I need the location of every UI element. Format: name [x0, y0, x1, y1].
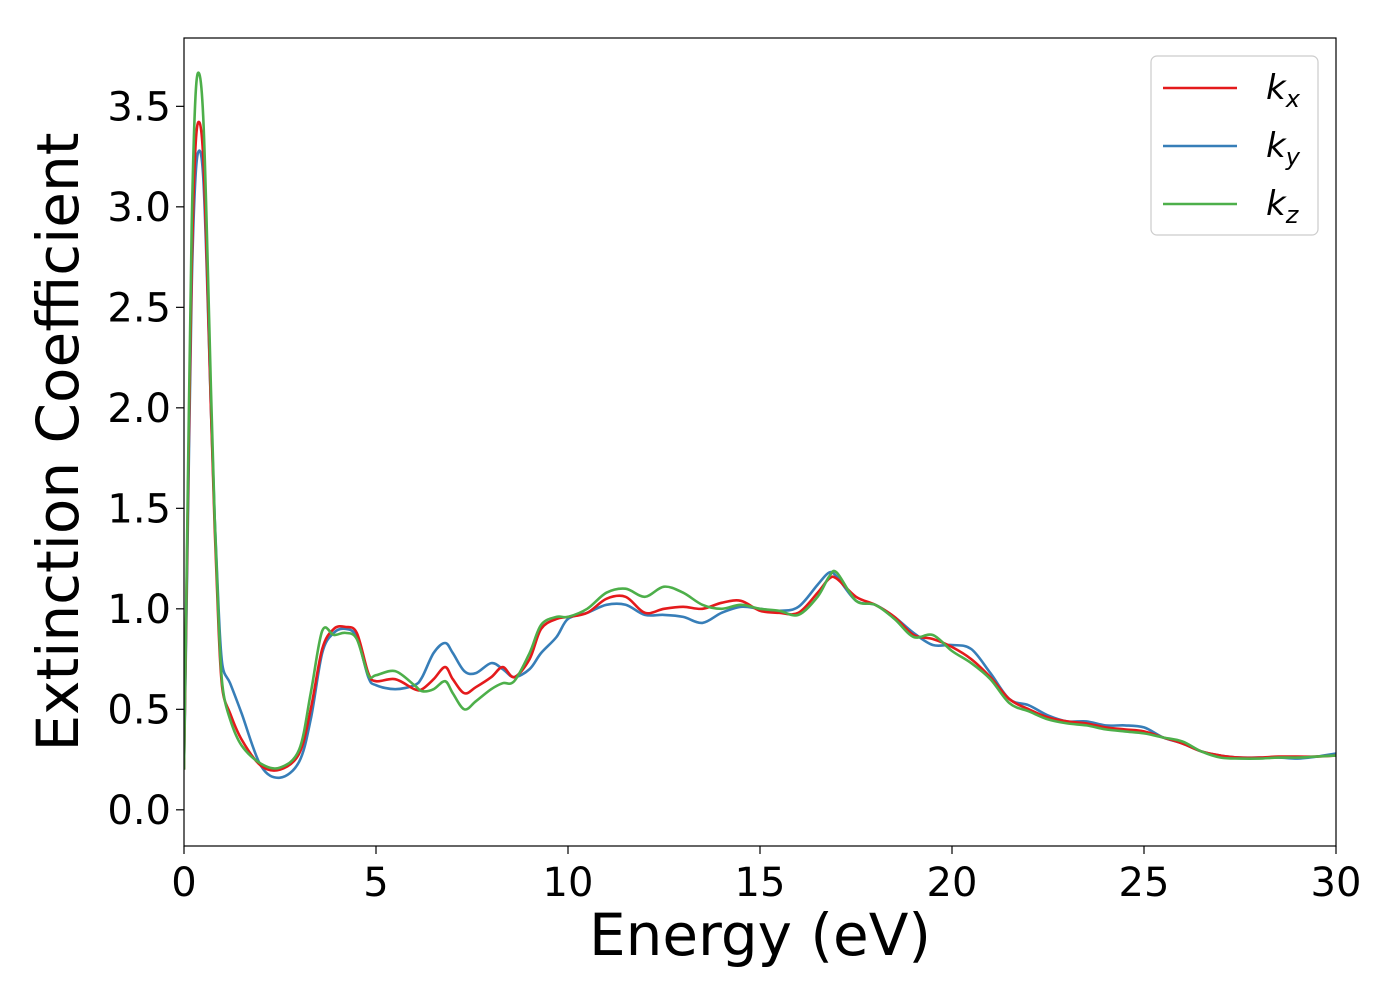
- legend-label-base: k: [1266, 68, 1287, 108]
- x-tick-label: 20: [927, 860, 978, 906]
- ticks-layer: 0 5 10 15 20 25 30 0.0 0.5 1.0 1.5 2.0 2.5 3.0 3.5: [107, 84, 1361, 906]
- legend-label-kz: kz: [1266, 184, 1300, 229]
- x-tick-label: 5: [363, 860, 388, 906]
- y-tick-label: 1.5: [107, 486, 171, 532]
- plot-area: [184, 38, 1336, 846]
- y-tick-label: 2.5: [107, 285, 171, 331]
- series-layer: [184, 71, 1336, 780]
- legend-label-subscript: z: [1285, 201, 1300, 229]
- y-tick-label: 2.0: [107, 386, 171, 432]
- y-tick-label: 1.0: [107, 587, 171, 633]
- x-tick-label: 15: [735, 860, 786, 906]
- legend-label-subscript: x: [1285, 85, 1301, 113]
- legend-label-subscript: y: [1285, 143, 1301, 171]
- y-tick-label: 3.0: [107, 185, 171, 231]
- legend-label-base: k: [1266, 126, 1287, 166]
- legend-label-kx: kx: [1266, 68, 1301, 113]
- y-axis-title: Extinction Coefficient: [24, 133, 92, 752]
- y-tick-label: 0.5: [107, 687, 171, 733]
- x-tick-label: 25: [1119, 860, 1170, 906]
- series-line-kz: [184, 71, 1336, 770]
- legend-label-ky: ky: [1266, 126, 1301, 171]
- x-tick-label: 10: [543, 860, 594, 906]
- x-tick-label: 30: [1311, 860, 1362, 906]
- legend-label-base: k: [1266, 184, 1287, 224]
- y-tick-label: 3.5: [107, 84, 171, 130]
- x-axis-title: Energy (eV): [589, 901, 931, 969]
- x-tick-label: 0: [171, 860, 196, 906]
- y-tick-label: 0.0: [107, 788, 171, 834]
